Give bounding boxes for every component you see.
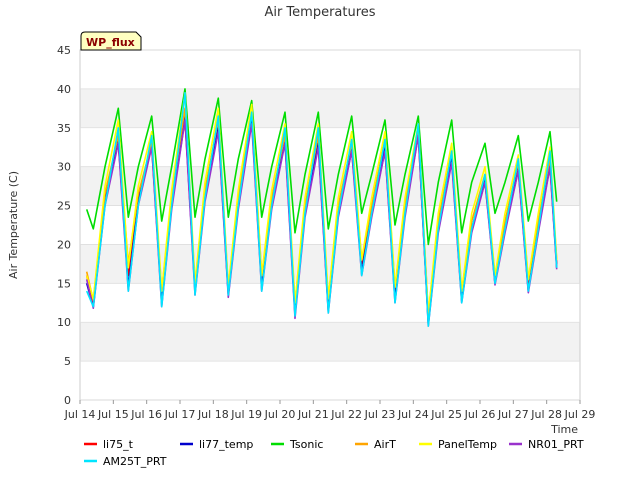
- legend-label: AM25T_PRT: [103, 455, 167, 468]
- x-axis-label: Time: [550, 423, 578, 436]
- band: [80, 166, 580, 206]
- y-tick-label: 45: [57, 44, 71, 57]
- y-axis-ticks: 0 5 10 15 20 25 30 35 40 45: [57, 44, 71, 407]
- x-tick-label: Jul 18: [197, 408, 229, 421]
- chart-title: Air Temperatures: [264, 5, 375, 20]
- legend-item: AM25T_PRT: [84, 455, 167, 468]
- x-axis-ticks: Jul 14 Jul 15 Jul 16 Jul 17 Jul 18 Jul 19 Jul …: [64, 400, 596, 421]
- legend: li75_t li77_temp Tsonic AirT PanelTemp NR01_P…: [84, 438, 584, 468]
- y-tick-label: 25: [57, 200, 71, 213]
- x-tick-label: Jul 23: [364, 408, 396, 421]
- station-badge: WP_flux: [80, 31, 142, 51]
- legend-label: Tsonic: [289, 438, 323, 451]
- y-tick-label: 0: [64, 394, 71, 407]
- legend-label: PanelTemp: [438, 438, 497, 451]
- band: [80, 361, 580, 400]
- legend-label: AirT: [374, 438, 396, 451]
- badge-label: WP_flux: [86, 36, 135, 49]
- y-axis-label: Air Temperature (C): [7, 171, 20, 279]
- legend-item: li75_t: [84, 438, 134, 451]
- band: [80, 50, 580, 89]
- legend-label: NR01_PRT: [528, 438, 584, 451]
- x-tick-label: Jul 27: [497, 408, 529, 421]
- x-tick-label: Jul 26: [464, 408, 496, 421]
- x-tick-label: Jul 20: [264, 408, 296, 421]
- y-tick-label: 35: [57, 122, 71, 135]
- y-tick-label: 15: [57, 277, 71, 290]
- x-tick-label: Jul 16: [130, 408, 162, 421]
- legend-item: li77_temp: [180, 438, 253, 451]
- x-tick-label: Jul 14: [64, 408, 96, 421]
- y-tick-label: 5: [64, 355, 71, 368]
- x-tick-label: Jul 21: [297, 408, 329, 421]
- legend-label: li77_temp: [199, 438, 253, 451]
- x-tick-label: Jul 22: [330, 408, 362, 421]
- x-tick-label: Jul 15: [97, 408, 129, 421]
- y-tick-label: 30: [57, 161, 71, 174]
- legend-label: li75_t: [103, 438, 134, 451]
- x-tick-label: Jul 17: [164, 408, 196, 421]
- gridlines: [80, 49, 580, 401]
- x-tick-label: Jul 25: [430, 408, 462, 421]
- legend-item: Tsonic: [271, 438, 323, 451]
- band: [80, 88, 580, 128]
- legend-item: NR01_PRT: [509, 438, 584, 451]
- y-tick-label: 10: [57, 316, 71, 329]
- y-tick-label: 20: [57, 238, 71, 251]
- series-line-am25t-prt: [85, 92, 558, 327]
- x-tick-label: Jul 24: [397, 408, 429, 421]
- legend-item: AirT: [355, 438, 396, 451]
- band: [80, 322, 580, 362]
- x-tick-label: Jul 19: [230, 408, 262, 421]
- x-tick-label: Jul 28: [530, 408, 562, 421]
- legend-item: PanelTemp: [419, 438, 497, 451]
- background-bands: [80, 50, 580, 400]
- y-tick-label: 40: [57, 83, 71, 96]
- x-tick-label: Jul 29: [564, 408, 596, 421]
- series-line-tsonic: [85, 88, 558, 246]
- series-layer: [85, 88, 558, 327]
- badge-box: [80, 31, 142, 51]
- band: [80, 127, 580, 167]
